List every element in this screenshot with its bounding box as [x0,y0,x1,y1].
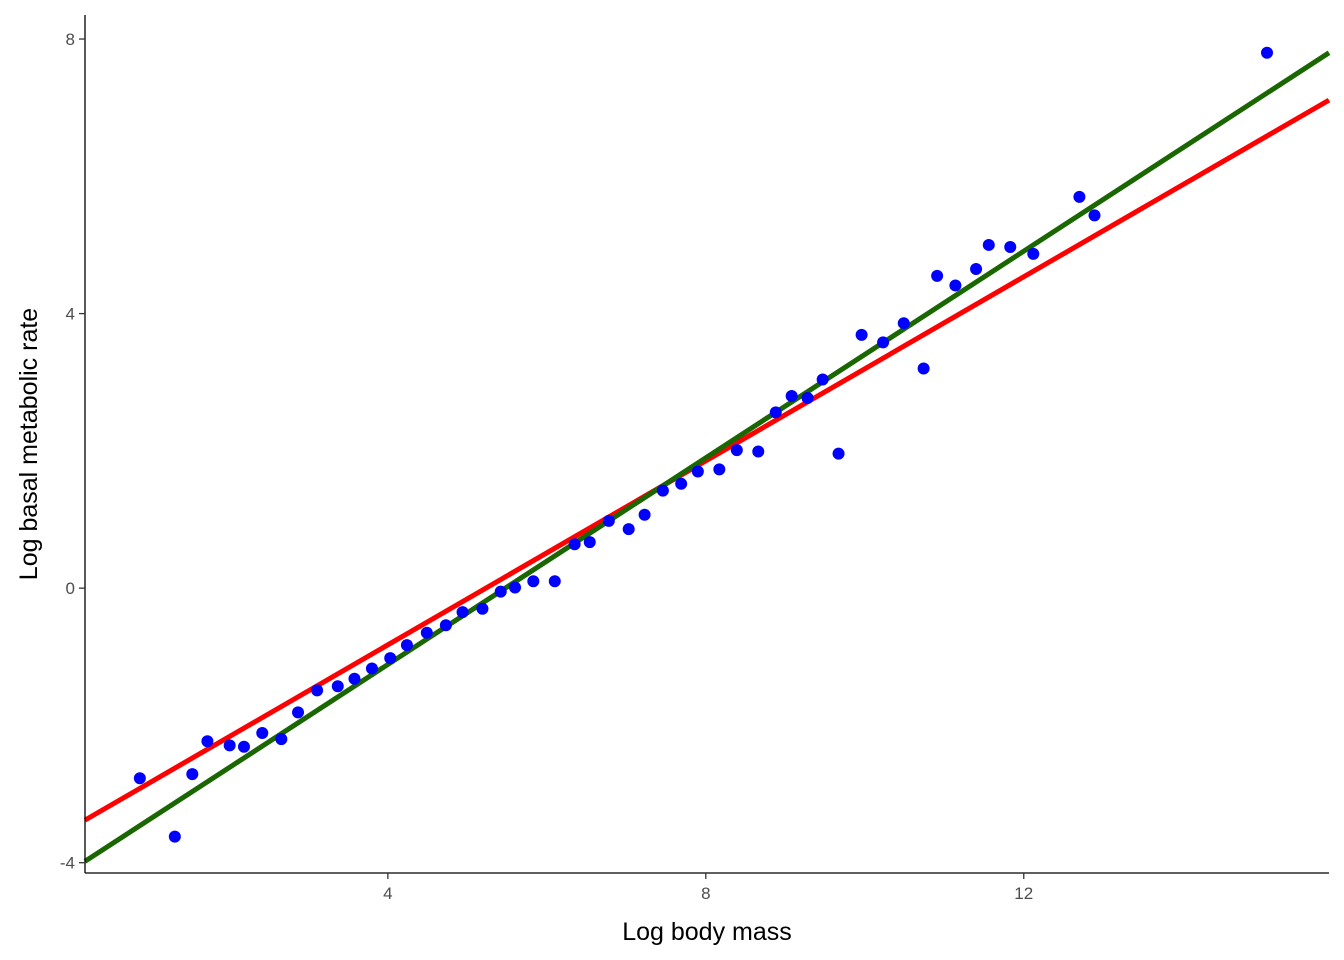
data-point [568,538,581,551]
data-point [801,392,814,405]
data-point [509,581,522,594]
y-tick-label: 0 [66,579,75,598]
x-tick-label: 8 [701,884,710,903]
data-point [348,672,361,685]
y-axis-title: Log basal metabolic rate [15,308,43,580]
data-point [691,465,704,478]
data-point [365,662,378,675]
red-fit-line [83,97,1331,823]
data-point [527,575,540,588]
data-point [256,726,269,739]
data-point [675,477,688,490]
data-point [456,606,469,619]
data-point [292,706,305,719]
data-point [730,444,743,457]
y-tick-label: 4 [66,305,75,324]
data-point [982,238,995,251]
data-point [1260,46,1273,59]
data-point [785,389,798,402]
data-point [713,463,726,476]
x-axis-ticks: 4 8 12 [383,873,1033,903]
data-point [494,585,507,598]
data-point [476,602,489,615]
data-point [917,362,930,375]
y-tick-label: 8 [66,30,75,49]
data-point [133,772,146,785]
data-point [237,740,250,753]
data-point [1027,247,1040,260]
data-point [548,575,561,588]
data-point [201,735,214,748]
data-point [897,317,910,330]
green-fit-line [83,50,1331,864]
data-point [311,684,324,697]
data-point [1088,209,1101,222]
data-point [855,328,868,341]
data-point [622,523,635,536]
data-point [583,536,596,549]
data-point [223,739,236,752]
data-point [656,484,669,497]
y-axis-ticks: -4 0 4 8 [60,30,85,873]
x-axis-title: Log body mass [622,918,792,946]
data-point [420,626,433,639]
data-points [133,46,1273,843]
fit-lines [83,50,1331,864]
data-point [602,514,615,527]
data-point [877,336,890,349]
data-point [439,619,452,632]
x-tick-label: 12 [1014,884,1033,903]
data-point [638,508,651,521]
y-tick-label: -4 [60,854,75,873]
data-point [331,680,344,693]
data-point [949,279,962,292]
data-point [186,768,199,781]
data-point [1004,241,1017,254]
data-point [400,639,413,652]
x-tick-label: 4 [383,884,392,903]
data-point [384,652,397,665]
data-point [275,733,288,746]
data-point [168,830,181,843]
data-point [752,445,765,458]
data-point [931,269,944,282]
data-point [1073,190,1086,203]
data-point [769,406,782,419]
data-point [970,262,983,275]
data-point [832,447,845,460]
data-point [816,373,829,386]
